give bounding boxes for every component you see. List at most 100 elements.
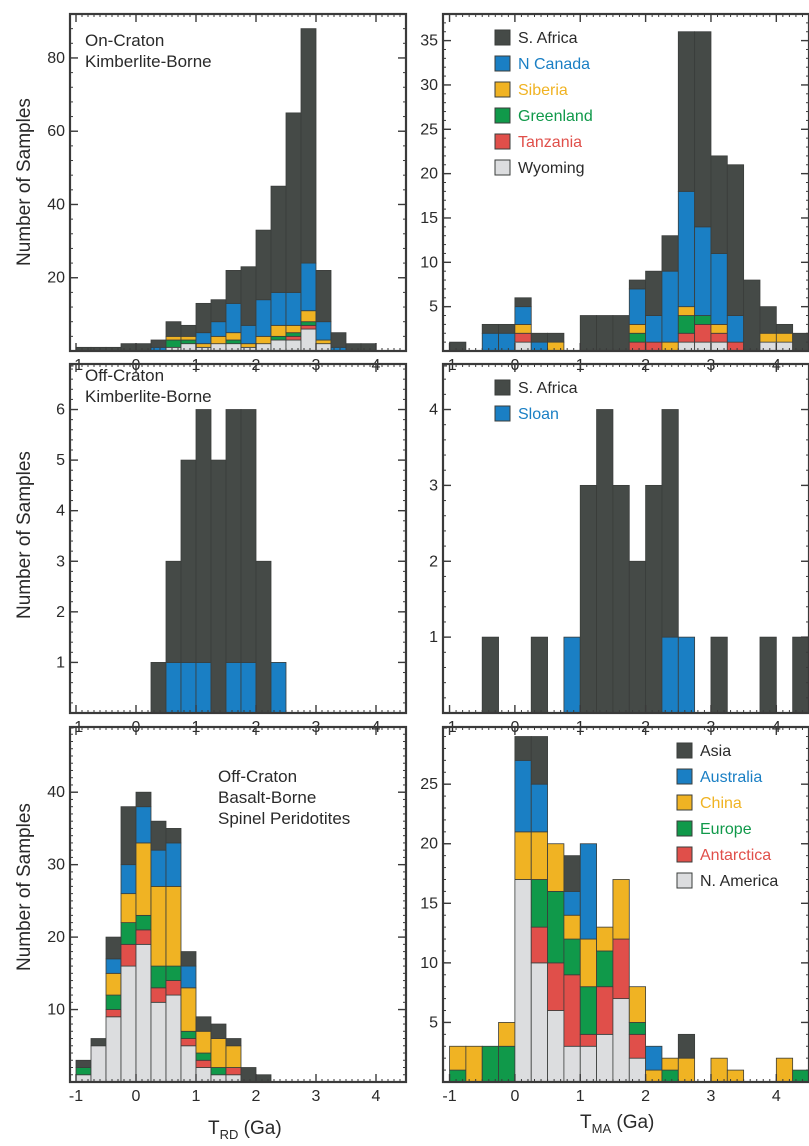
bar-rd-on-craton-s-africa-7	[180, 324, 197, 337]
bar-rd-on-craton-n-canada-9	[210, 321, 227, 337]
bar-ma-on-craton-siberia-4	[514, 323, 532, 334]
bar-ma-basalt-china-3	[498, 1022, 516, 1047]
bar-rd-basalt-china-9	[210, 1038, 227, 1068]
x-tick-label: 0	[132, 1088, 141, 1105]
y-tick-label: 3	[429, 477, 438, 494]
bar-rd-basalt-australia-5	[150, 849, 167, 887]
bar-ma-on-craton-siberia-19	[759, 332, 777, 343]
legend-swatch	[494, 81, 511, 98]
bar-rd-off-craton-s-africa-5	[225, 409, 242, 663]
legend-label: Greenland	[518, 108, 593, 125]
bar-ma-off-craton-s-africa-8	[596, 409, 614, 714]
bar-ma-basalt-europe-11	[628, 1022, 647, 1035]
bar-ma-basalt-china-9	[596, 926, 614, 952]
bar-rd-basalt-antarctica-5	[150, 987, 167, 1003]
bar-rd-off-craton-sloan-1	[165, 662, 182, 714]
bar-ma-basalt-china-12	[645, 1069, 663, 1083]
y-tick-label: 25	[420, 121, 438, 138]
bar-ma-on-craton-s-africa-11	[628, 279, 647, 290]
bar-ma-on-craton-s-africa-16	[710, 155, 728, 254]
bar-rd-basalt-china-2	[105, 972, 122, 996]
bar-ma-basalt-europe-0	[449, 1069, 467, 1083]
legend-label: Asia	[700, 743, 731, 760]
bar-rd-basalt-antarctica-7	[180, 1038, 197, 1047]
bar-rd-on-craton-s-africa-5	[150, 339, 167, 348]
bar-ma-on-craton-wyoming-16	[710, 341, 728, 352]
y-tick-label: 15	[420, 895, 438, 912]
y-axis-label-middle: Number of Samples	[14, 451, 35, 619]
bar-rd-on-craton-n-canada-13	[270, 291, 287, 326]
bar-ma-on-craton-s-africa-19	[759, 306, 777, 334]
bar-rd-on-craton-greenland-7	[180, 339, 197, 345]
x-tick-label: 3	[312, 1088, 321, 1105]
bar-rd-on-craton-siberia-14	[285, 324, 302, 334]
bar-ma-basalt-china-7	[563, 914, 581, 940]
bar-rd-off-craton-sloan-2	[180, 662, 197, 714]
legend-label: Wyoming	[518, 160, 585, 177]
bar-rd-on-craton-siberia-9	[210, 335, 227, 345]
bar-ma-basalt-europe-21	[792, 1069, 809, 1083]
bar-ma-on-craton-s-africa-12	[645, 270, 663, 316]
bar-ma-basalt-asia-14	[677, 1033, 696, 1059]
bar-rd-on-craton-siberia-10	[225, 332, 242, 341]
bar-rd-basalt-antarctica-6	[165, 980, 182, 996]
bar-ma-on-craton-n-canada-11	[628, 288, 647, 325]
bar-ma-basalt-europe-9	[596, 950, 614, 988]
bar-rd-on-craton-siberia-13	[270, 324, 287, 337]
bar-rd-basalt-asia-3	[120, 806, 137, 866]
bar-ma-on-craton-tanzania-14	[677, 332, 696, 343]
bar-ma-on-craton-siberia-20	[775, 332, 794, 343]
bar-ma-on-craton-greenland-11	[628, 332, 647, 343]
bar-rd-basalt-antarctica-4	[135, 929, 152, 945]
y-tick-label: 10	[420, 254, 438, 271]
bar-ma-basalt-antarctica-8	[579, 1033, 597, 1047]
bar-rd-on-craton-wyoming-13	[270, 339, 287, 352]
bar-rd-on-craton-siberia-16	[315, 339, 332, 345]
x-tick-label: -1	[442, 1088, 456, 1105]
bar-ma-off-craton-s-africa-9	[612, 484, 630, 714]
bar-ma-basalt-asia-7	[563, 855, 581, 892]
bar-rd-on-craton-s-africa-17	[330, 332, 347, 348]
bar-ma-on-craton-tanzania-12	[645, 341, 663, 352]
x-tick-label: 3	[707, 1088, 716, 1105]
bar-ma-on-craton-s-africa-14	[677, 31, 696, 192]
bar-ma-basalt-australia-4	[514, 759, 532, 833]
bar-ma-off-craton-sloan-12	[661, 636, 679, 714]
y-tick-label: 60	[47, 123, 65, 140]
bar-ma-on-craton-wyoming-15	[694, 341, 712, 352]
bar-ma-on-craton-tanzania-17	[726, 341, 745, 352]
bar-ma-on-craton-siberia-14	[677, 306, 696, 316]
y-tick-label: 3	[56, 553, 65, 570]
bar-ma-basalt-n-america-4	[514, 879, 532, 1083]
chart-rd-on-craton: -10123420406080	[47, 12, 408, 374]
chart-ma-basalt: -1 0 1 2 3 4 5 10 15 20 25 Asia Australia China Europe…	[420, 725, 809, 1105]
bar-rd-on-craton-s-africa-14	[285, 112, 302, 293]
bar-ma-on-craton-s-africa-3	[498, 323, 516, 334]
bar-rd-basalt-europe-6	[165, 965, 182, 981]
y-tick-label: 10	[420, 955, 438, 972]
bar-ma-off-craton-s-africa-11	[645, 484, 663, 714]
bar-ma-basalt-antarctica-10	[612, 938, 630, 1000]
bar-ma-basalt-asia-4	[514, 736, 532, 761]
bar-rd-on-craton-s-africa-10	[225, 270, 242, 304]
bar-rd-on-craton-s-africa-13	[270, 185, 287, 293]
y-tick-label: 80	[47, 50, 65, 67]
legend-swatch	[494, 379, 511, 396]
x-tick-label: 2	[252, 1088, 261, 1105]
legend-swatch	[676, 742, 693, 759]
bar-rd-on-craton-greenland-6	[165, 339, 182, 348]
bar-rd-basalt-europe-2	[105, 994, 122, 1010]
legend-label: Siberia	[518, 82, 568, 99]
bar-rd-off-craton-sloan-5	[225, 662, 242, 714]
bar-rd-on-craton-tanzania-15	[300, 324, 317, 330]
bar-ma-on-craton-s-africa-5	[530, 332, 548, 343]
x-tick-label: 4	[372, 1088, 381, 1105]
bar-rd-basalt-asia-5	[150, 820, 167, 851]
bar-rd-on-craton-s-africa-16	[315, 270, 332, 323]
bar-rd-on-craton-s-africa-12	[255, 229, 272, 301]
bar-rd-off-craton-s-africa-0	[150, 662, 167, 714]
bar-ma-on-craton-n-canada-14	[677, 190, 696, 308]
chart-rd-basalt: -1 0 1 2 3 4 10 20 30 40	[47, 725, 408, 1105]
bar-rd-basalt-antarctica-3	[120, 943, 137, 967]
y-axis-label-bottom: Number of Samples	[14, 803, 35, 971]
